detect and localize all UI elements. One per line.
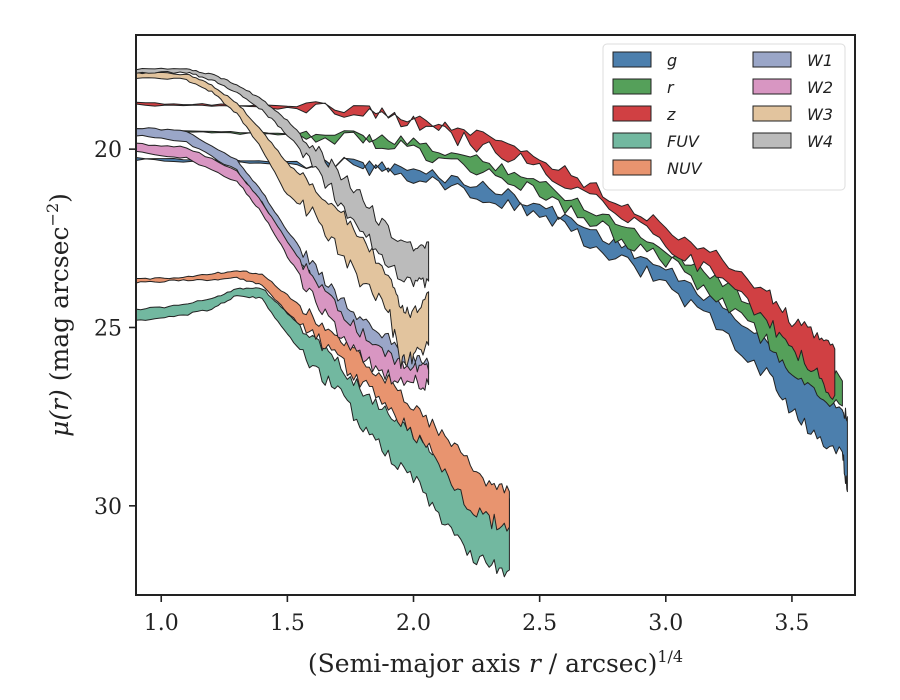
x-tick-label: 2.5 — [522, 611, 557, 636]
y-tick-label: 20 — [94, 138, 122, 163]
legend-swatch — [752, 132, 792, 149]
legend-label: FUV — [667, 132, 700, 151]
x-tick-label: 1.5 — [270, 611, 305, 636]
series-band-W4 — [136, 67, 430, 289]
y-tick-label: 30 — [94, 495, 122, 520]
x-tick-label: 3.0 — [648, 611, 683, 636]
legend-swatch — [612, 159, 652, 176]
legend-label: r — [667, 78, 675, 97]
legend-swatch — [752, 78, 792, 95]
x-tick-label: 1.0 — [144, 611, 179, 636]
series-layer — [136, 67, 848, 578]
plot-frame — [135, 34, 856, 596]
legend-swatch — [612, 132, 652, 149]
series-band-FUV — [136, 287, 510, 578]
legend-label: W3 — [807, 105, 833, 124]
legend-swatch — [612, 78, 652, 95]
x-tick-label: 3.5 — [774, 611, 809, 636]
series-band-r — [136, 128, 843, 407]
legend-label: W4 — [807, 132, 833, 151]
series-band-W3 — [136, 71, 430, 369]
series-band-W2 — [136, 142, 430, 391]
legend-swatch — [612, 51, 652, 68]
legend-label: z — [666, 105, 676, 124]
y-axis-label: μ(r) (mag arcsec−2) — [43, 193, 74, 437]
series-band-NUV — [136, 270, 510, 532]
x-axis-label: (Semi-major axis r / arcsec)1/4 — [308, 647, 683, 678]
series-band-z — [136, 101, 836, 400]
tick-layer: 1.0 1.5 2.0 2.5 3.0 3.5 20 25 30 — [94, 138, 809, 636]
legend-label: g — [667, 51, 677, 70]
legend-swatch — [752, 51, 792, 68]
legend-swatch — [752, 105, 792, 122]
y-tick-label: 25 — [94, 316, 122, 341]
x-tick-label: 2.0 — [396, 611, 431, 636]
series-band-g — [136, 156, 848, 493]
legend: grz FUV NUV W1 W2 W3 W4 — [602, 43, 846, 191]
legend-label: NUV — [667, 159, 703, 178]
legend-swatch — [612, 105, 652, 122]
legend-label: W1 — [807, 51, 833, 70]
legend-label: W2 — [807, 78, 833, 97]
